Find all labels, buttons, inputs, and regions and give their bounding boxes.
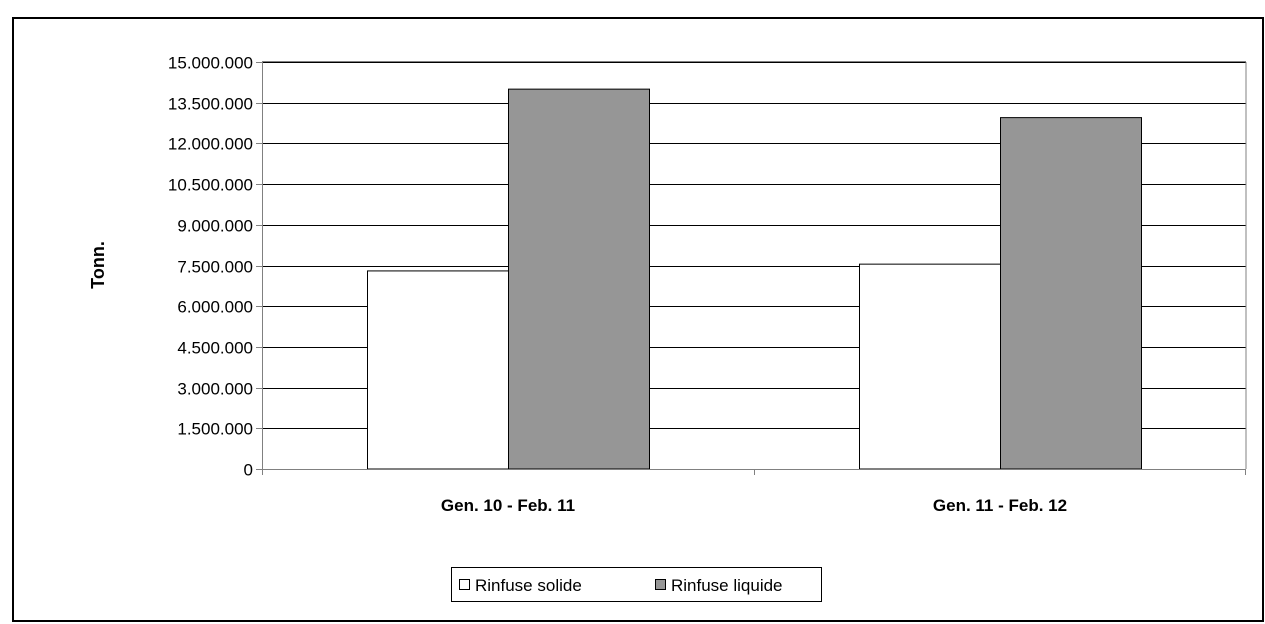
y-tick-label: 0 (244, 461, 253, 480)
bar-rinfuse-liquide (508, 88, 650, 470)
y-tick-label: 7.500.000 (177, 258, 253, 277)
category-labels: Gen. 10 - Feb. 11 Gen. 11 - Feb. 12 (441, 496, 1067, 515)
y-tick-label: 3.000.000 (177, 380, 253, 399)
x-category-label: Gen. 10 - Feb. 11 (441, 496, 575, 515)
bar-rinfuse-solide (367, 270, 509, 470)
legend-entry: Rinfuse solide (475, 576, 582, 595)
y-tick-label: 6.000.000 (177, 298, 253, 317)
bars (367, 88, 1142, 470)
legend-box (451, 567, 822, 602)
y-tick-label: 12.000.000 (168, 135, 253, 154)
y-tick-label: 9.000.000 (177, 217, 253, 236)
legend-swatch (459, 579, 470, 590)
bar-rinfuse-liquide (1000, 117, 1142, 470)
bar-rinfuse-solide (859, 263, 1001, 470)
legend: Rinfuse solide Rinfuse liquide (451, 567, 822, 602)
axes (256, 61, 1247, 475)
y-tick-label: 15.000.000 (168, 54, 253, 73)
y-tick-label: 13.500.000 (168, 95, 253, 114)
y-tick-label: 10.500.000 (168, 176, 253, 195)
y-tick-label: 1.500.000 (177, 420, 253, 439)
y-tick-labels: 0 1.500.000 3.000.000 4.500.000 6.000.000 7.5… (168, 54, 253, 480)
y-tick-label: 4.500.000 (177, 339, 253, 358)
y-axis-label: Tonn. (88, 241, 108, 289)
legend-entry: Rinfuse liquide (671, 576, 783, 595)
legend-swatch (655, 579, 666, 590)
x-category-label: Gen. 11 - Feb. 12 (933, 496, 1067, 515)
